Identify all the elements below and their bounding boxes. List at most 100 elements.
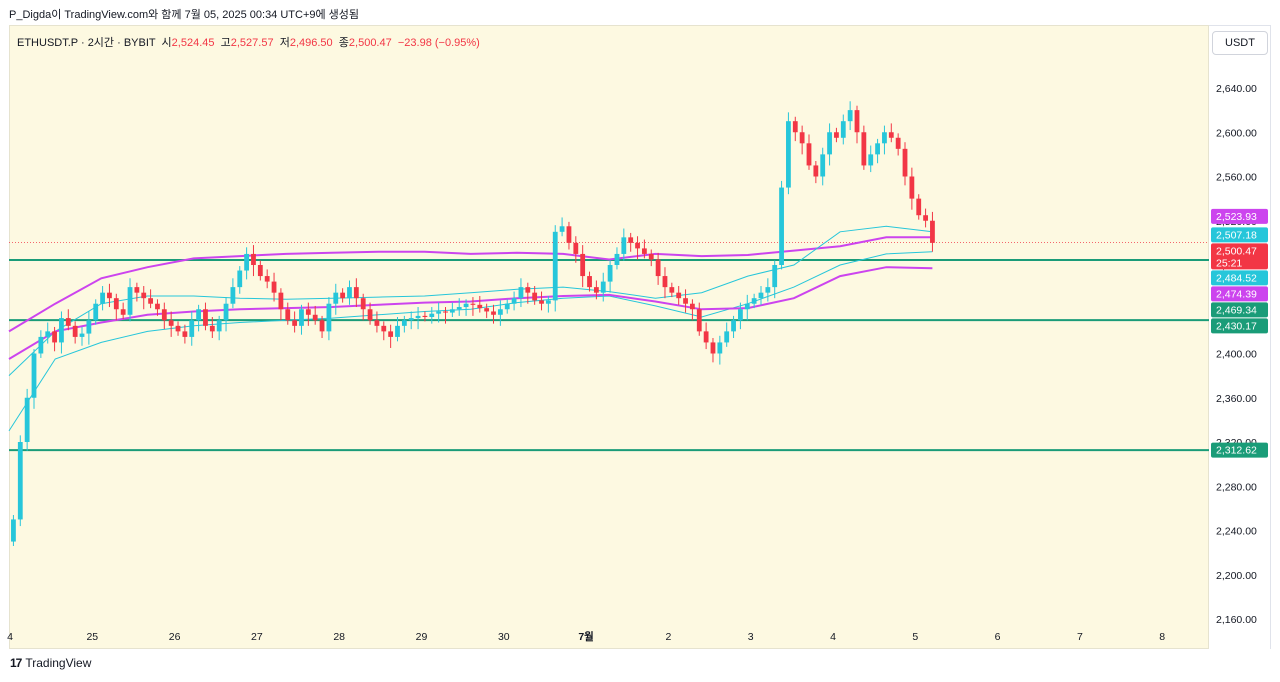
candle-body bbox=[751, 298, 757, 304]
candle-body bbox=[614, 253, 620, 265]
candle-body bbox=[484, 308, 490, 312]
x-tick-label: 2 bbox=[665, 631, 671, 643]
candle-body bbox=[491, 311, 496, 315]
candle-body bbox=[367, 309, 373, 321]
candle-body bbox=[497, 309, 503, 315]
candle-body bbox=[299, 309, 304, 326]
brand-name: TradingView bbox=[25, 656, 92, 670]
x-tick-label: 8 bbox=[1159, 631, 1165, 643]
candle-body bbox=[223, 303, 229, 321]
candle-body bbox=[278, 292, 284, 310]
countdown-label: 25:21 bbox=[1216, 257, 1242, 269]
y-tick-label: 2,560.00 bbox=[1216, 172, 1257, 184]
candle-body bbox=[395, 325, 400, 337]
candle-body bbox=[148, 298, 153, 304]
candle-body bbox=[861, 132, 867, 166]
candle-body bbox=[11, 519, 16, 542]
candle-body bbox=[710, 342, 716, 354]
candle-body bbox=[607, 265, 613, 282]
currency-button[interactable]: USDT bbox=[1212, 31, 1268, 55]
candle-body bbox=[923, 215, 928, 221]
candle-body bbox=[532, 292, 538, 301]
candle-body bbox=[635, 242, 640, 249]
band-upper bbox=[8, 236, 933, 333]
candle-body bbox=[86, 320, 92, 334]
candle-body bbox=[552, 231, 558, 301]
candle-body bbox=[786, 121, 791, 188]
candle-body bbox=[264, 276, 270, 282]
tradingview-brand[interactable]: 17 TradingView bbox=[10, 656, 91, 670]
candle-body bbox=[251, 253, 256, 265]
candle-body bbox=[731, 320, 736, 332]
candle-body bbox=[93, 303, 99, 321]
candle-body bbox=[690, 303, 695, 310]
candle-body bbox=[854, 110, 860, 133]
candle-body bbox=[758, 292, 764, 299]
candle-body bbox=[436, 311, 442, 314]
plot-area[interactable] bbox=[9, 25, 1209, 649]
candle-body bbox=[312, 314, 318, 321]
candle-body bbox=[374, 320, 380, 326]
candle-body bbox=[683, 298, 688, 304]
candle-body bbox=[840, 121, 846, 138]
band-inner-upper bbox=[8, 225, 933, 376]
candle-body bbox=[155, 303, 160, 310]
x-tick-label: 7 bbox=[1077, 631, 1083, 643]
x-tick-label: 6 bbox=[995, 631, 1001, 643]
x-tick-label: 7월 bbox=[578, 630, 594, 643]
candle-body bbox=[648, 253, 654, 260]
candle-body bbox=[326, 303, 332, 332]
price-axis[interactable] bbox=[1209, 25, 1271, 649]
candle-body bbox=[319, 320, 325, 332]
open-label: 시 bbox=[161, 37, 172, 49]
price-label-text: 2,523.93 bbox=[1216, 211, 1257, 223]
candle-body bbox=[72, 325, 78, 337]
candle-body bbox=[52, 331, 57, 343]
candle-body bbox=[17, 442, 23, 520]
candle-body bbox=[237, 270, 243, 288]
band-lower bbox=[8, 266, 933, 360]
candle-body bbox=[573, 242, 579, 254]
high-value: 2,527.57 bbox=[230, 37, 274, 49]
candle-body bbox=[827, 132, 832, 155]
price-label-box bbox=[1211, 243, 1268, 270]
candle-body bbox=[443, 311, 448, 313]
candle-body bbox=[24, 397, 30, 442]
candle-body bbox=[477, 304, 483, 309]
candle-body bbox=[65, 318, 71, 326]
candle-body bbox=[257, 265, 263, 277]
price-label-box bbox=[1211, 318, 1268, 334]
ohlc-legend: ETHUSDT.P · 2시간 · BYBIT 시2,524.45 고2,527… bbox=[17, 34, 480, 50]
candle-body bbox=[388, 331, 394, 337]
candle-body bbox=[449, 309, 455, 313]
candle-body bbox=[127, 287, 133, 315]
candle-body bbox=[292, 320, 298, 326]
candle-body bbox=[696, 309, 702, 332]
candle-body bbox=[134, 287, 140, 293]
candle-body bbox=[113, 298, 119, 310]
candle-body bbox=[580, 253, 586, 277]
candle-body bbox=[765, 287, 771, 293]
open-value: 2,524.45 bbox=[171, 37, 215, 49]
candle-body bbox=[593, 287, 599, 293]
candle-body bbox=[813, 165, 819, 177]
x-tick-label: 26 bbox=[169, 631, 181, 643]
candle-body bbox=[31, 353, 37, 398]
price-label-text: 2,484.52 bbox=[1216, 272, 1257, 284]
y-tick-label: 2,360.00 bbox=[1216, 393, 1257, 405]
x-tick-label: 27 bbox=[251, 631, 263, 643]
candle-body bbox=[566, 226, 572, 243]
candle-body bbox=[518, 287, 524, 299]
candle-body bbox=[100, 292, 105, 304]
candle-body bbox=[779, 187, 784, 265]
x-tick-label: 25 bbox=[86, 631, 98, 643]
candle-body bbox=[916, 198, 922, 216]
price-label-box bbox=[1211, 270, 1268, 286]
x-tick-label: 29 bbox=[416, 631, 428, 643]
x-tick-label: 5 bbox=[912, 631, 918, 643]
candle-body bbox=[161, 309, 167, 321]
candle-body bbox=[470, 303, 476, 305]
candle-body bbox=[600, 281, 606, 293]
symbol-label[interactable]: ETHUSDT.P · 2시간 · BYBIT bbox=[17, 37, 156, 49]
